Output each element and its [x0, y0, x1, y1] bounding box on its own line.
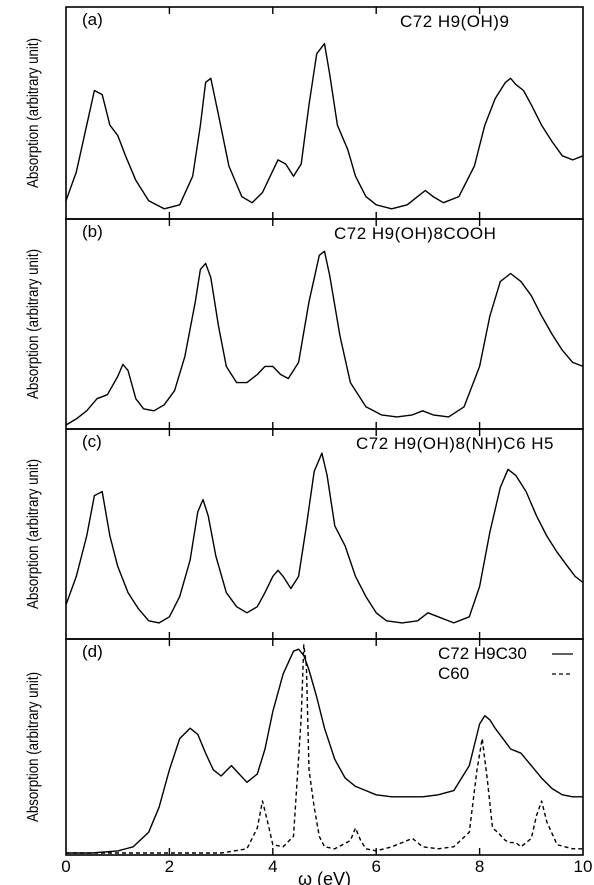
y-axis-label: Absorption (arbitrary unit) — [25, 459, 42, 609]
panel-frame-2 — [65, 218, 584, 430]
series-line-dashed — [66, 644, 583, 854]
series-line-solid — [66, 648, 583, 854]
y-axis-label: Absorption (arbitrary unit) — [25, 249, 42, 399]
x-tick-label: 10 — [574, 857, 593, 876]
y-axis-label: Absorption (arbitrary unit) — [25, 672, 42, 822]
panel-frame-1 — [65, 6, 584, 220]
panel-frame-4 — [65, 638, 584, 856]
series-line-solid — [65, 42, 584, 210]
y-axis-label: Absorption (arbitrary unit) — [25, 38, 42, 188]
x-tick-label: 8 — [475, 857, 484, 876]
series-line-solid — [65, 452, 584, 624]
legend-label: C60 — [438, 664, 469, 683]
series-line-solid — [65, 250, 584, 426]
panel-label: (b) — [82, 222, 103, 241]
panel-title: C72 H9(OH)9 — [400, 12, 509, 31]
x-tick-label: 4 — [268, 857, 277, 876]
x-axis-label: ω (eV) — [298, 869, 351, 885]
panel-label: (a) — [82, 10, 103, 29]
panel-label: (d) — [82, 642, 103, 661]
panel-title: C72 H9(OH)8(NH)C6 H5 — [356, 434, 554, 453]
x-tick-label: 2 — [165, 857, 174, 876]
x-tick-label: 6 — [371, 857, 380, 876]
x-tick-label: 0 — [61, 857, 70, 876]
panel-frame-3 — [65, 428, 584, 640]
panel-title: C72 H9(OH)8COOH — [334, 224, 496, 243]
panel-label: (c) — [82, 432, 102, 451]
legend-label: C72 H9C30 — [438, 644, 527, 663]
